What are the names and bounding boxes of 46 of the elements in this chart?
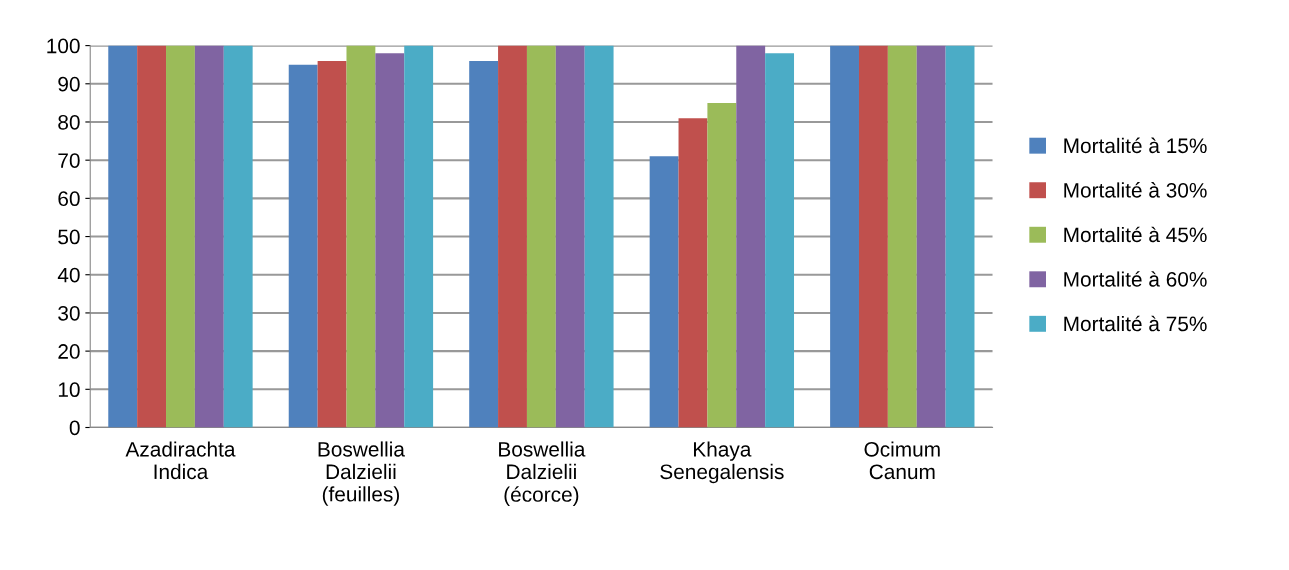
x-tick-label: Ocimum Canum — [864, 441, 940, 480]
bar — [526, 45, 556, 428]
y-tick-label: 90 — [58, 76, 80, 92]
bar — [858, 45, 888, 428]
y-tick-label: 60 — [58, 191, 80, 207]
bar — [649, 156, 679, 428]
bar — [194, 45, 224, 428]
bar — [288, 64, 318, 428]
bar — [317, 60, 347, 428]
bar — [945, 45, 975, 428]
bar — [223, 45, 253, 428]
y-tick-label: 70 — [58, 153, 80, 168]
bar — [736, 45, 766, 428]
legend-label: Mortalité à 45% — [1064, 226, 1207, 243]
bar — [469, 60, 499, 428]
bar — [584, 45, 614, 428]
bar — [707, 102, 737, 428]
bar — [555, 45, 585, 428]
x-tick-label: Boswellia Dalzielii (écorce) — [499, 441, 586, 506]
x-tick-label: Khaya Senegalensis — [660, 441, 784, 484]
legend-label: Mortalité à 60% — [1064, 271, 1207, 287]
bar — [375, 53, 405, 428]
bar — [137, 45, 167, 428]
bar — [346, 45, 376, 428]
bar — [678, 118, 708, 428]
bar — [830, 45, 859, 428]
bar — [404, 45, 434, 428]
y-tick-label: 100 — [47, 38, 80, 54]
bar — [166, 45, 195, 428]
legend-label: Mortalité à 75% — [1064, 315, 1207, 332]
x-tick-label: Boswellia Dalzielii (feuilles) — [318, 441, 405, 506]
bar — [765, 53, 795, 428]
bar — [887, 45, 917, 428]
bar — [108, 45, 138, 428]
y-tick-label: 40 — [57, 267, 80, 283]
y-tick-label: 10 — [58, 382, 80, 398]
x-tick-label: Azadirachta Indica — [125, 441, 236, 480]
y-tick-label: 80 — [58, 114, 80, 130]
y-tick-label: 20 — [58, 344, 80, 359]
y-tick-label: 0 — [69, 420, 80, 436]
bar — [916, 45, 946, 428]
y-tick-label: 30 — [58, 305, 80, 321]
y-tick-label: 50 — [58, 229, 80, 245]
legend-label: Mortalité à 30% — [1064, 182, 1207, 198]
bar — [498, 45, 527, 428]
legend-label: Mortalité à 15% — [1064, 137, 1207, 154]
